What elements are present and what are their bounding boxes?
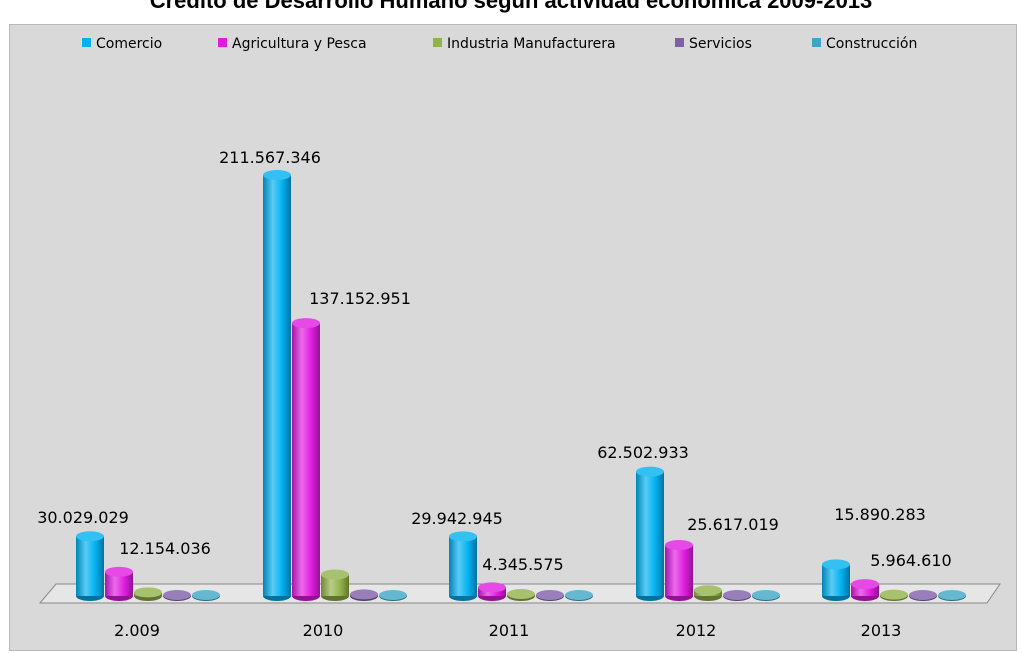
bar [507,589,535,601]
bar [565,590,593,601]
bar [851,579,879,601]
category-label: 2010 [303,621,344,640]
legend-swatch [812,38,821,47]
data-label: 5.964.610 [870,551,951,570]
legend-swatch [675,38,684,47]
bars [76,170,966,601]
legend-label: Comercio [96,36,162,52]
bar [665,540,693,601]
category-label: 2011 [489,621,530,640]
bar [163,590,191,601]
bar [76,531,104,601]
bar [263,170,291,601]
category-labels: 2.009 2010 2011 2012 2013 [114,621,901,640]
data-label: 15.890.283 [834,505,926,524]
bar [723,590,751,601]
legend-label: Construcción [826,36,917,52]
legend: Comercio Agricultura y Pesca Industria Man… [82,36,917,52]
bar [478,582,506,601]
legend-swatch [218,38,227,47]
bar [880,589,908,601]
category-label: 2012 [676,621,717,640]
data-labels: 30.029.029 211.567.346 29.942.945 62.502.93… [37,148,952,574]
bar [536,590,564,601]
bar [292,318,320,601]
data-label: 62.502.933 [597,443,689,462]
data-label: 211.567.346 [219,148,321,167]
data-label: 29.942.945 [411,509,503,528]
legend-label: Servicios [689,36,752,52]
data-label: 137.152.951 [309,289,411,308]
chart-title: Crédito de Desarrollo Humano según activ… [149,0,873,13]
bar [909,590,937,601]
bar [321,569,349,601]
data-label: 12.154.036 [119,539,211,558]
bar [379,590,407,601]
bar [752,590,780,601]
bar [822,559,850,601]
legend-label: Agricultura y Pesca [232,36,367,52]
legend-swatch [82,38,91,47]
bar [694,585,722,601]
legend-swatch [433,38,442,47]
bar [105,566,133,601]
legend-label: Industria Manufacturera [447,36,616,52]
bar [449,531,477,601]
bar [938,590,966,601]
category-label: 2013 [861,621,902,640]
bar [636,466,664,601]
data-label: 25.617.019 [687,515,779,534]
category-label: 2.009 [114,621,160,640]
plot-area [9,24,1017,651]
data-label: 4.345.575 [482,555,563,574]
bar [134,587,162,601]
data-label: 30.029.029 [37,508,129,527]
bar [192,590,220,601]
bar [350,589,378,601]
